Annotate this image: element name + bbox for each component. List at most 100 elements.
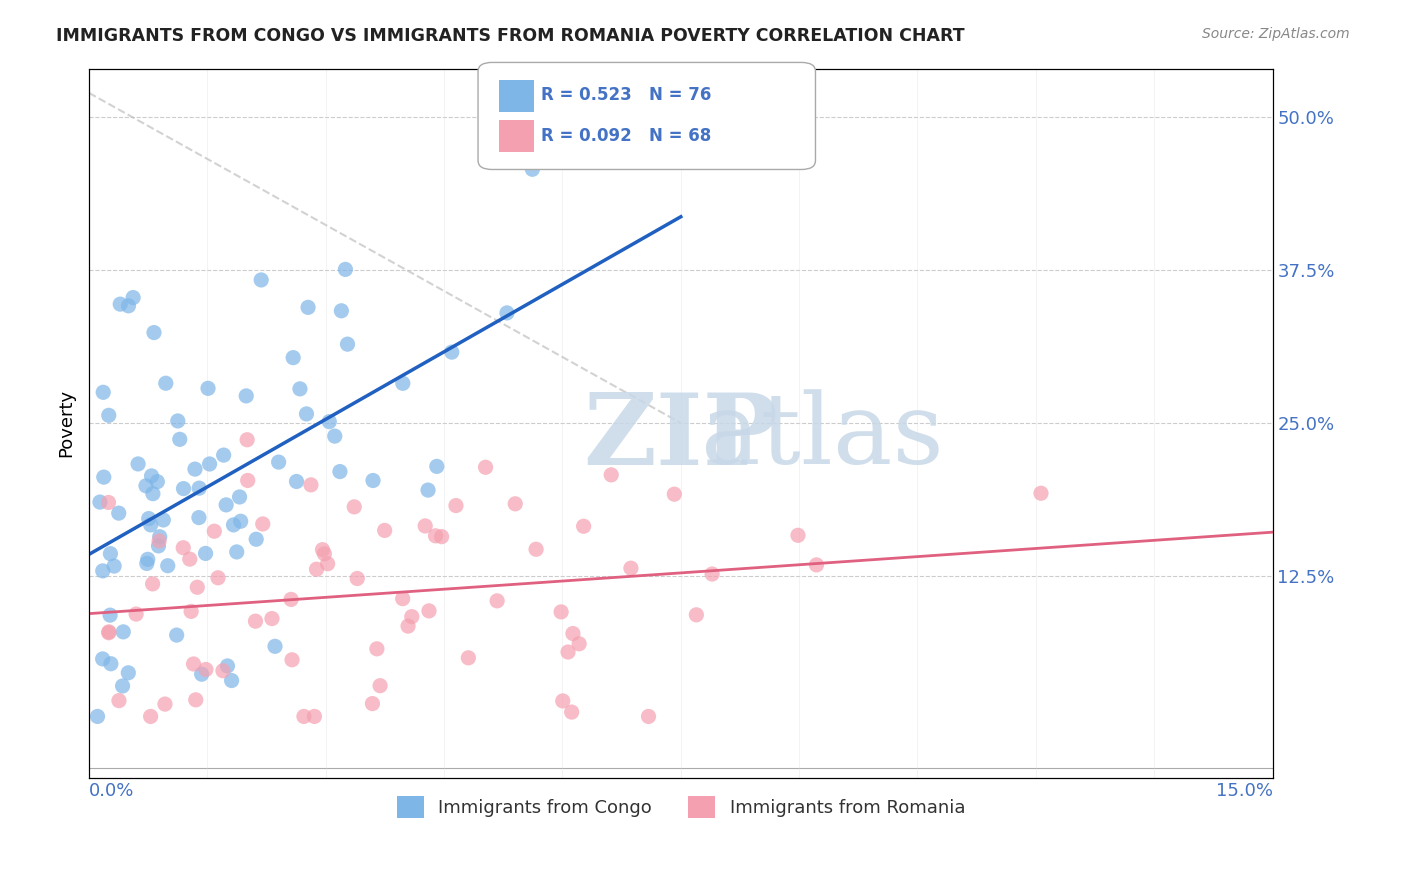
Point [568, 637, 591, 651]
Point [110, 297, 132, 311]
Point [184, 693, 207, 707]
Point [86, 709, 108, 723]
Point [89, 495, 111, 509]
Point [314, 547, 336, 561]
Point [138, 511, 160, 525]
Point [236, 474, 259, 488]
Point [264, 640, 287, 654]
Point [135, 479, 157, 493]
Point [280, 592, 302, 607]
Text: IMMIGRANTS FROM CONGO VS IMMIGRANTS FROM ROMANIA POVERTY CORRELATION CHART: IMMIGRANTS FROM CONGO VS IMMIGRANTS FROM… [56, 27, 965, 45]
Point [187, 510, 209, 524]
Text: R = 0.092   N = 68: R = 0.092 N = 68 [541, 127, 711, 145]
Point [561, 626, 583, 640]
Point [600, 467, 623, 482]
Point [136, 552, 159, 566]
Point [173, 482, 195, 496]
Text: R = 0.523   N = 76: R = 0.523 N = 76 [541, 87, 711, 104]
Point [318, 415, 340, 429]
Text: atlas: atlas [702, 389, 945, 485]
Point [207, 571, 229, 585]
Point [217, 659, 239, 673]
Point [190, 667, 212, 681]
Y-axis label: Poverty: Poverty [58, 389, 75, 457]
Point [806, 558, 828, 572]
Point [91, 564, 114, 578]
Point [166, 628, 188, 642]
Point [103, 559, 125, 574]
Point [391, 591, 413, 606]
Point [787, 528, 810, 542]
Point [125, 607, 148, 621]
Point [184, 462, 207, 476]
Point [100, 547, 122, 561]
Point [305, 562, 328, 576]
Point [228, 490, 250, 504]
Point [97, 495, 120, 509]
Point [444, 499, 467, 513]
Point [252, 516, 274, 531]
Point [440, 345, 463, 359]
Point [93, 470, 115, 484]
Point [391, 376, 413, 391]
Point [149, 530, 172, 544]
Point [148, 539, 170, 553]
Point [486, 594, 509, 608]
Point [430, 530, 453, 544]
Point [283, 351, 305, 365]
Point [236, 433, 259, 447]
Point [524, 542, 547, 557]
Point [522, 162, 544, 177]
Text: 15.0%: 15.0% [1216, 782, 1272, 800]
Point [198, 457, 221, 471]
Point [425, 529, 447, 543]
Point [180, 604, 202, 618]
Legend: Immigrants from Congo, Immigrants from Romania: Immigrants from Congo, Immigrants from R… [389, 789, 972, 825]
Point [122, 291, 145, 305]
Point [245, 614, 267, 628]
Point [148, 533, 170, 548]
Point [620, 561, 643, 575]
Point [416, 483, 439, 497]
Point [426, 459, 449, 474]
Point [710, 137, 733, 152]
Point [368, 679, 391, 693]
Point [457, 650, 479, 665]
Point [197, 381, 219, 395]
Point [91, 385, 114, 400]
Point [551, 694, 574, 708]
Point [550, 605, 572, 619]
Point [188, 481, 211, 495]
Point [108, 693, 131, 707]
Text: Source: ZipAtlas.com: Source: ZipAtlas.com [1202, 27, 1350, 41]
Point [561, 705, 583, 719]
Point [117, 665, 139, 680]
Point [135, 557, 157, 571]
Point [194, 663, 217, 677]
Point [143, 326, 166, 340]
Point [183, 657, 205, 671]
Text: ZIP: ZIP [583, 389, 779, 486]
Point [156, 558, 179, 573]
Point [111, 679, 134, 693]
Point [474, 460, 496, 475]
Point [374, 524, 396, 538]
Point [685, 607, 707, 622]
Point [664, 487, 686, 501]
Point [142, 577, 165, 591]
Point [418, 604, 440, 618]
Point [329, 465, 352, 479]
Point [221, 673, 243, 688]
Point [288, 382, 311, 396]
Point [152, 513, 174, 527]
Point [166, 414, 188, 428]
Point [186, 580, 208, 594]
Point [572, 519, 595, 533]
Point [330, 303, 353, 318]
Point [496, 306, 519, 320]
Point [361, 474, 384, 488]
Point [172, 541, 194, 555]
Point [146, 475, 169, 489]
Point [323, 429, 346, 443]
Point [285, 475, 308, 489]
